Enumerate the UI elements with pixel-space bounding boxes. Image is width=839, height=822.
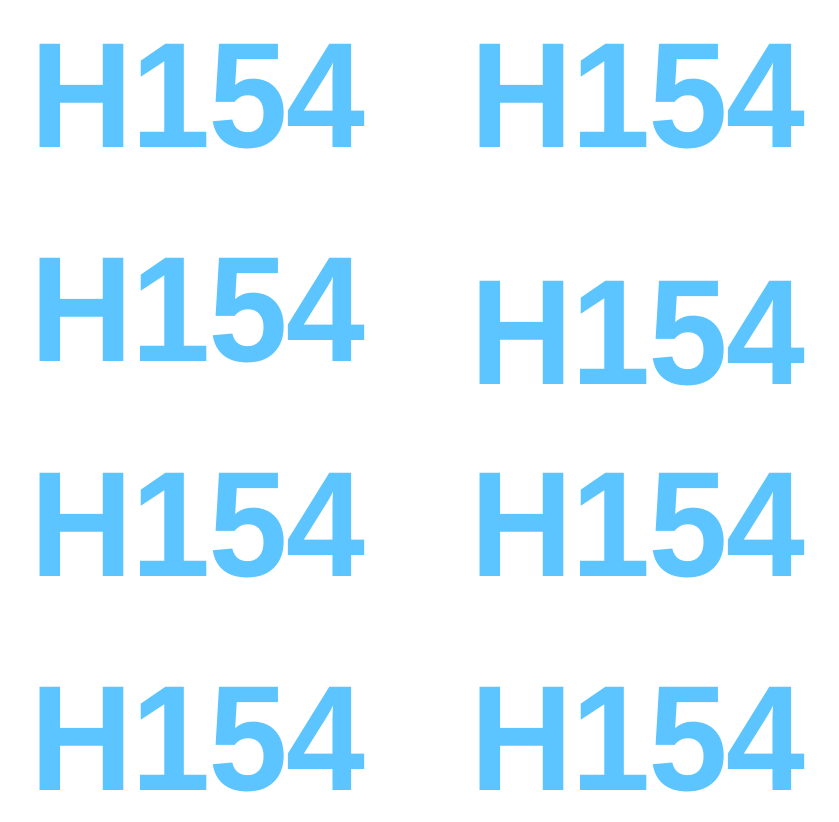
- label-r1-c1: H154: [30, 11, 365, 179]
- label-r1-c2: H154: [470, 11, 805, 179]
- label-r3-c2: H154: [470, 440, 805, 608]
- label-r4-c2: H154: [470, 654, 805, 822]
- label-r2-c2: H154: [470, 248, 805, 416]
- label-r4-c1: H154: [30, 654, 365, 822]
- label-r2-c1: H154: [30, 225, 365, 393]
- label-r3-c1: H154: [30, 440, 365, 608]
